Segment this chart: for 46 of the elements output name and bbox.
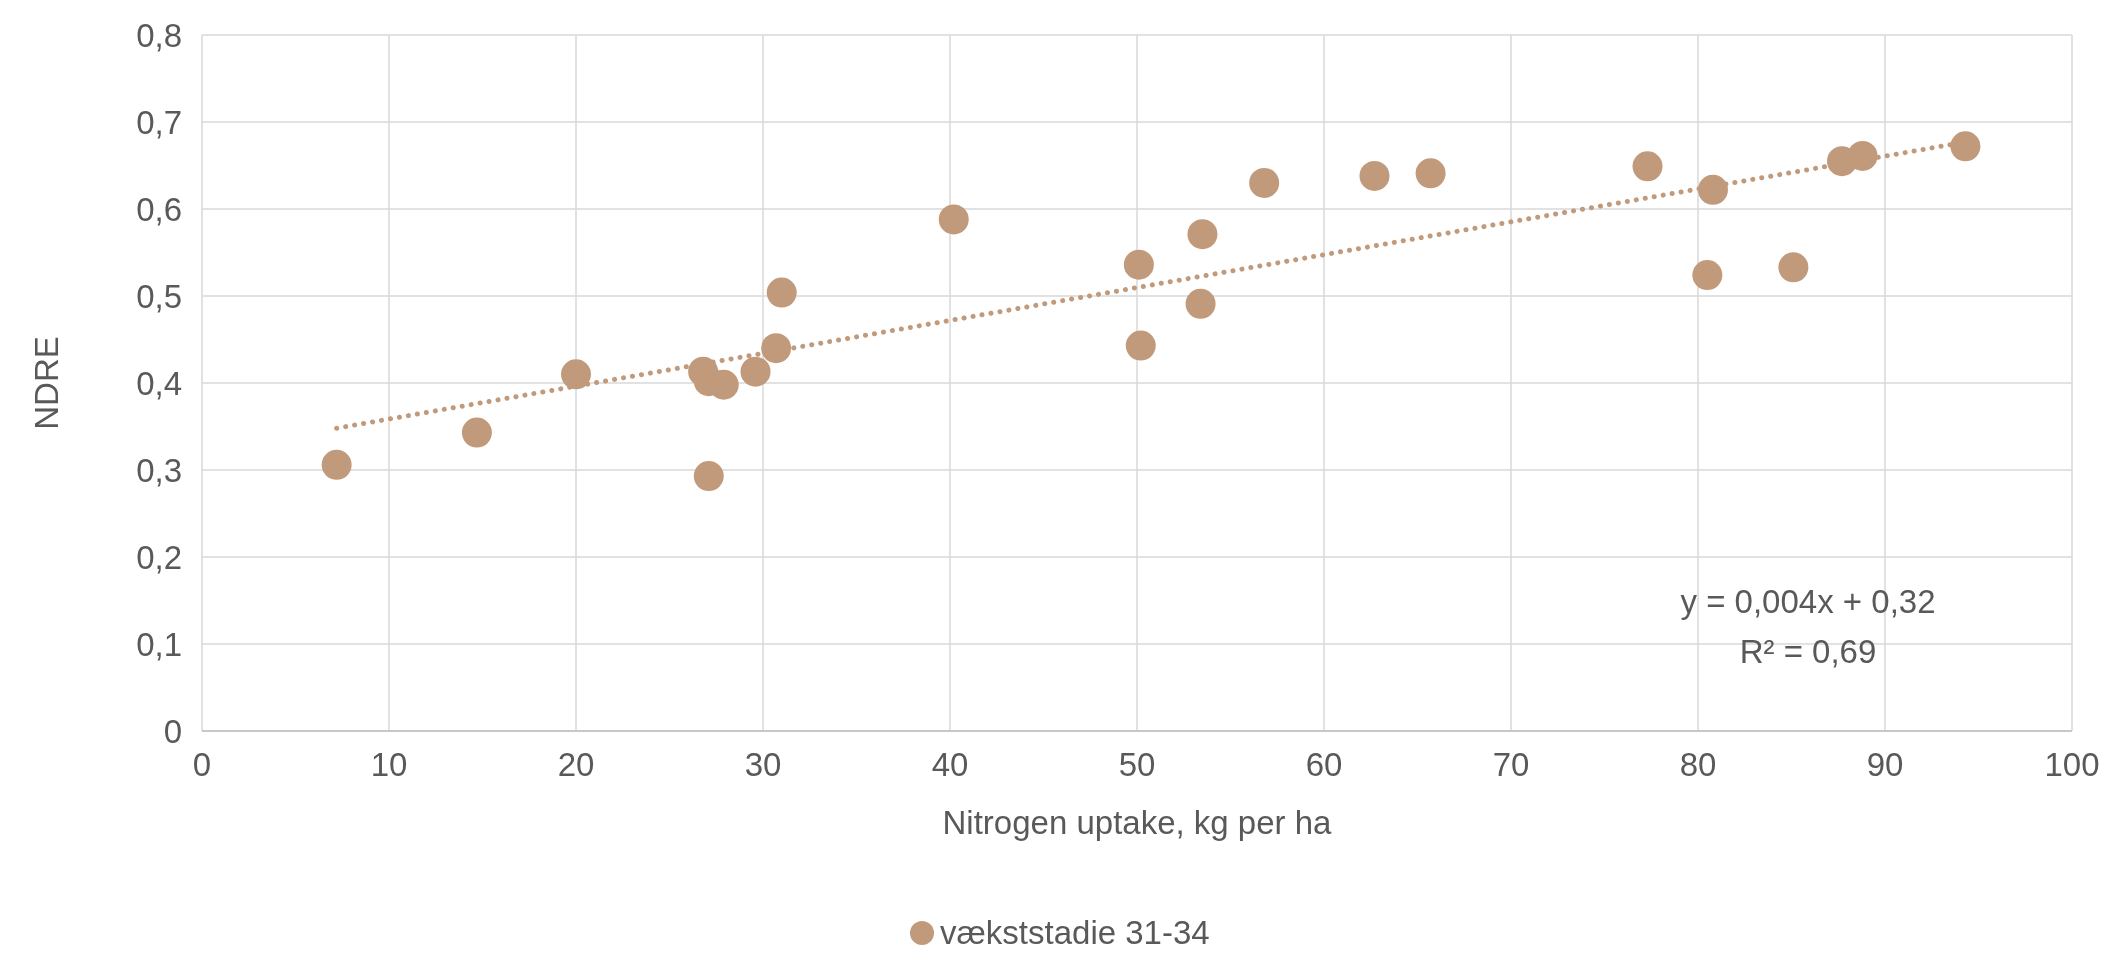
- point: [561, 359, 591, 390]
- point: [693, 461, 724, 492]
- x-tick-label: 10: [370, 746, 408, 783]
- point: [321, 449, 352, 480]
- x-tick-label: 100: [2044, 746, 2100, 783]
- x-tick-label: 20: [557, 746, 595, 783]
- point: [1249, 167, 1280, 198]
- point: [1415, 158, 1446, 189]
- x-tick-label: 90: [1866, 746, 1904, 783]
- point: [761, 333, 792, 364]
- y-tick-label: 0,4: [136, 365, 182, 402]
- y-tick-label: 0,1: [136, 626, 182, 663]
- y-tick-label: 0,5: [136, 278, 182, 315]
- x-axis-title: Nitrogen uptake, kg per ha: [942, 804, 1333, 841]
- point: [1847, 140, 1878, 171]
- x-tick-label: 50: [1118, 746, 1156, 783]
- point: [1950, 131, 1981, 162]
- point: [1187, 219, 1218, 250]
- point: [461, 417, 492, 448]
- point: [766, 277, 797, 308]
- point: [1359, 160, 1390, 191]
- x-tick-label: 80: [1679, 746, 1717, 783]
- point: [1125, 330, 1156, 361]
- point: [1692, 260, 1723, 291]
- point: [740, 356, 771, 387]
- y-tick-label: 0: [163, 713, 182, 750]
- y-tick-label: 0,8: [136, 17, 182, 54]
- point: [1123, 249, 1154, 280]
- x-tick-label: 70: [1492, 746, 1530, 783]
- annotation: y = 0,004x + 0,32: [1680, 583, 1936, 620]
- point: [1632, 151, 1663, 182]
- y-tick-label: 0,6: [136, 191, 182, 228]
- x-tick-label: 60: [1305, 746, 1343, 783]
- x-tick-label: 40: [931, 746, 969, 783]
- point: [1778, 252, 1809, 283]
- y-axis-title: NDRE: [28, 336, 65, 430]
- point: [938, 204, 969, 235]
- y-tick-label: 0,7: [136, 104, 182, 141]
- x-tick-label: 0: [192, 746, 212, 783]
- point: [1185, 288, 1216, 319]
- y-tick-label: 0,2: [136, 539, 182, 576]
- y-tick-label: 0,3: [136, 452, 182, 489]
- legend-label: vækststadie 31-34: [940, 914, 1210, 951]
- annotation: R² = 0,69: [1739, 633, 1877, 670]
- x-tick-label: 30: [744, 746, 782, 783]
- point: [1697, 174, 1728, 205]
